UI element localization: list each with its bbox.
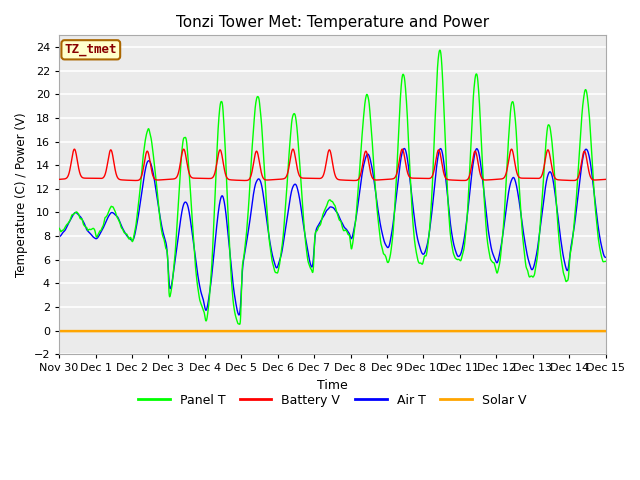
X-axis label: Time: Time	[317, 379, 348, 392]
Battery V	[463, 177, 471, 183]
Panel T	[505, 136, 513, 142]
Solar V	[411, 328, 419, 334]
Solar V	[154, 328, 162, 334]
Battery V	[264, 177, 272, 183]
Panel T	[383, 258, 391, 264]
Panel T	[154, 201, 162, 206]
Air T	[401, 145, 408, 151]
Battery V	[411, 175, 419, 181]
Battery V	[602, 177, 609, 182]
Air T	[235, 312, 243, 318]
Text: TZ_tmet: TZ_tmet	[65, 43, 117, 56]
Line: Panel T: Panel T	[59, 50, 605, 324]
Battery V	[70, 146, 78, 152]
Battery V	[505, 158, 513, 164]
Air T	[463, 215, 471, 221]
Solar V	[463, 328, 470, 334]
Panel T	[55, 225, 63, 231]
Panel T	[264, 222, 272, 228]
Title: Tonzi Tower Met: Temperature and Power: Tonzi Tower Met: Temperature and Power	[176, 15, 489, 30]
Battery V	[55, 177, 63, 182]
Air T	[55, 234, 63, 240]
Panel T	[411, 238, 419, 243]
Solar V	[264, 328, 272, 334]
Battery V	[241, 178, 249, 183]
Legend: Panel T, Battery V, Air T, Solar V: Panel T, Battery V, Air T, Solar V	[133, 389, 531, 412]
Panel T	[436, 47, 444, 53]
Solar V	[602, 328, 609, 334]
Air T	[602, 254, 609, 260]
Solar V	[504, 328, 512, 334]
Solar V	[55, 328, 63, 334]
Air T	[154, 203, 162, 209]
Line: Battery V: Battery V	[59, 149, 605, 180]
Air T	[383, 244, 391, 250]
Air T	[411, 217, 419, 223]
Solar V	[383, 328, 390, 334]
Air T	[264, 226, 272, 232]
Panel T	[236, 322, 243, 327]
Panel T	[602, 259, 609, 264]
Battery V	[155, 177, 163, 183]
Panel T	[463, 216, 471, 222]
Y-axis label: Temperature (C) / Power (V): Temperature (C) / Power (V)	[15, 112, 28, 277]
Line: Air T: Air T	[59, 148, 605, 315]
Air T	[505, 190, 513, 195]
Battery V	[383, 177, 391, 182]
